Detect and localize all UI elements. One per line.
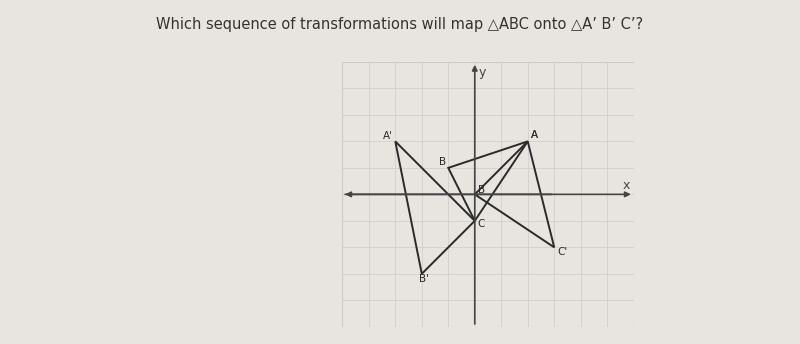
Text: A': A' bbox=[383, 131, 394, 141]
Text: B: B bbox=[439, 157, 446, 167]
Text: y: y bbox=[478, 66, 486, 79]
Text: B': B' bbox=[419, 274, 429, 284]
Text: A: A bbox=[531, 130, 538, 140]
Text: A: A bbox=[531, 130, 538, 140]
Text: Which sequence of transformations will map △ABC onto △A’ B’ C’?: Which sequence of transformations will m… bbox=[157, 17, 643, 32]
Text: x: x bbox=[622, 179, 630, 192]
Text: C: C bbox=[478, 219, 485, 229]
Text: C': C' bbox=[558, 247, 568, 257]
Text: B: B bbox=[478, 185, 485, 195]
